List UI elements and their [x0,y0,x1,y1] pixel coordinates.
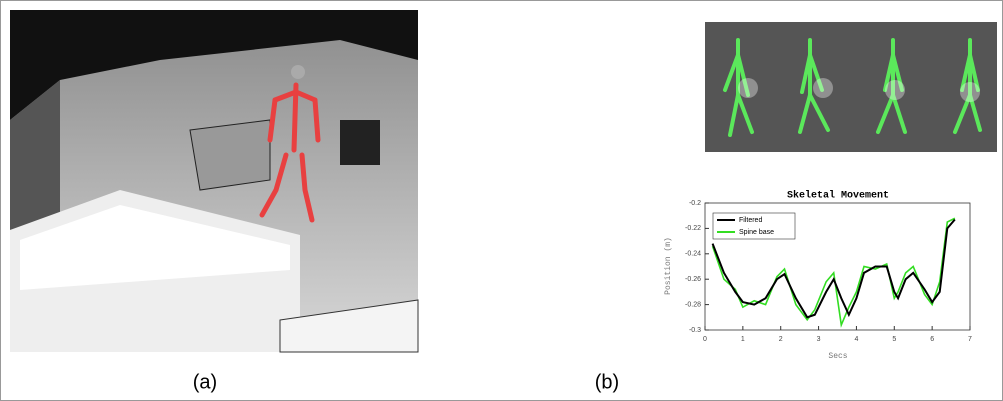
x-tick-label: 4 [854,336,858,343]
series-line [711,218,956,319]
panel-label: (a) [193,371,217,393]
x-tick-label: 1 [741,336,745,343]
legend-box [712,212,796,240]
panel-label: (b) [595,371,619,393]
legend-label: Filtered [739,217,762,224]
x-tick-label: 3 [817,336,821,343]
legend-label: Spine base [739,229,774,236]
plot-area [704,202,971,331]
skeleton-panel [705,22,997,152]
x-tick-label: 5 [892,336,896,343]
y-axis-label: Position (m) [664,237,673,295]
y-tick-label: -0.22 [685,225,701,232]
x-tick-label: 2 [779,336,783,343]
y-tick-label: -0.28 [685,301,701,308]
x-axis-label: Secs [828,352,847,361]
chart-title: Skeletal Movement [787,190,889,202]
x-tick-label: 6 [930,336,934,343]
y-tick-label: -0.2 [689,200,701,207]
depth-image [10,10,419,353]
y-tick-label: -0.26 [685,276,701,283]
y-tick-label: -0.3 [689,327,701,334]
x-tick-label: 7 [968,336,972,343]
x-tick-label: 0 [703,336,707,343]
y-tick-label: -0.24 [685,251,701,258]
